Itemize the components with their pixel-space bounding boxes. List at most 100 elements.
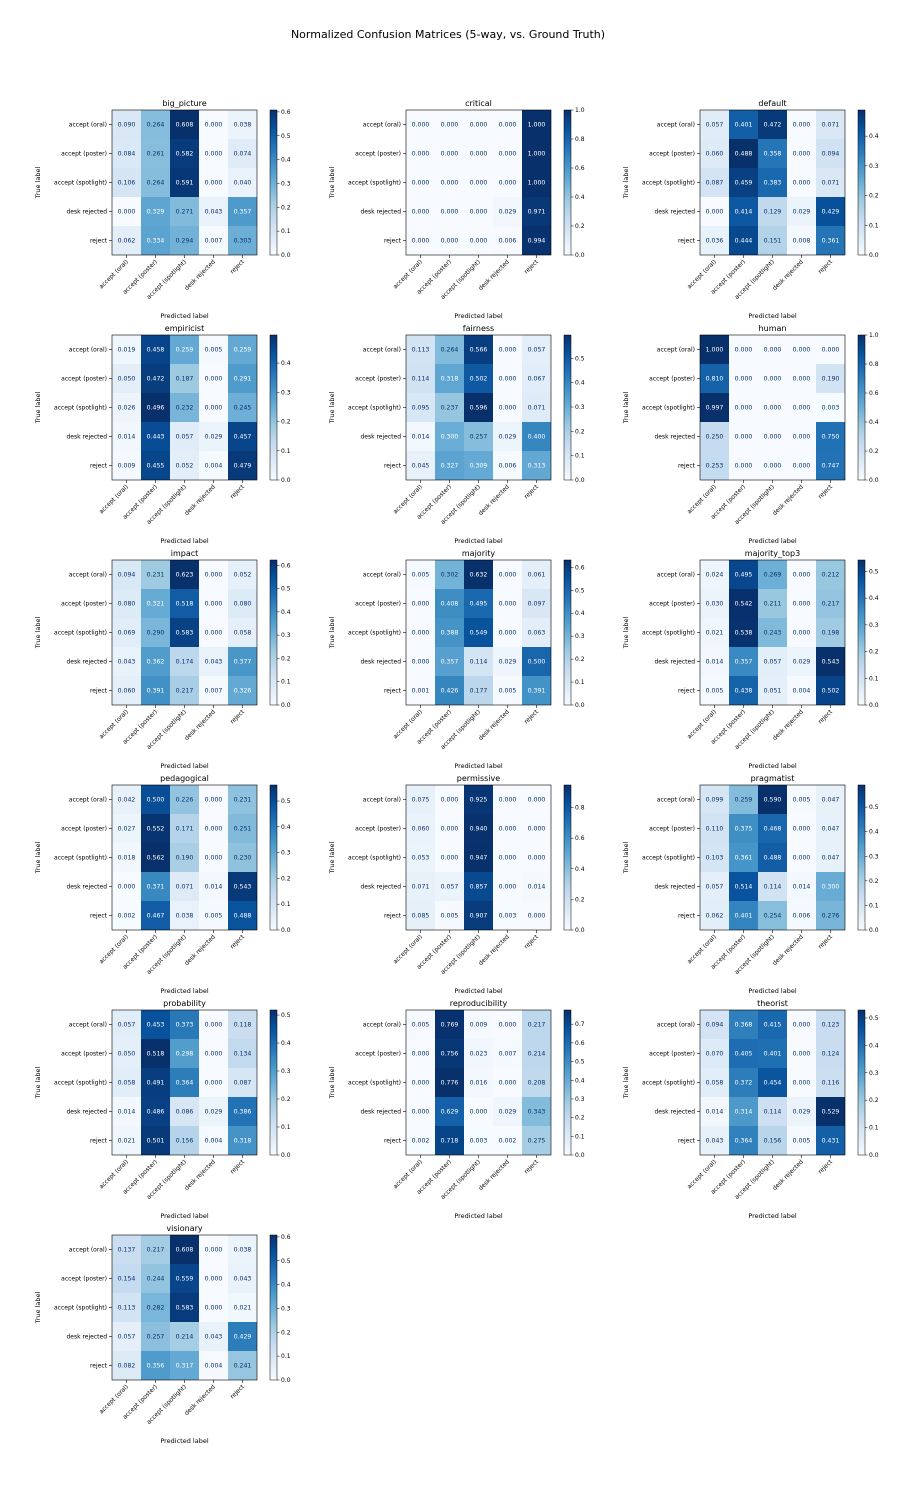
heatmap-cell (112, 1126, 141, 1155)
cell-value: 0.129 (764, 209, 782, 216)
cell-value: 0.003 (822, 405, 840, 412)
cell-value: 0.290 (147, 630, 165, 637)
cell-value: 0.029 (499, 434, 517, 441)
colorbar (563, 784, 572, 931)
x-axis-label: Predicted label (454, 1212, 502, 1220)
cell-value: 0.313 (528, 463, 546, 470)
heatmap-cell (112, 589, 141, 618)
cell-value: 0.386 (234, 1109, 252, 1116)
x-tick-label: accept (oral) (686, 483, 718, 515)
cell-value: 0.217 (822, 601, 840, 608)
cell-value: 0.303 (234, 238, 252, 245)
x-tick-label: reject (229, 1383, 246, 1400)
x-tick-label: accept (oral) (98, 1383, 130, 1415)
heatmap-cell (406, 589, 435, 618)
cell-value: 0.756 (441, 1051, 459, 1058)
colorbar-tick-label: 0.1 (281, 228, 291, 235)
colorbar-tick-label: 0.4 (869, 595, 879, 602)
cell-value: 0.364 (176, 1080, 194, 1087)
cell-value: 0.114 (764, 1109, 782, 1116)
colorbar (857, 784, 866, 931)
cell-value: 0.552 (147, 826, 165, 833)
panel-default: default 0.057 0.401 0.472 0.000 0.071 0.060 0.4… (622, 99, 879, 320)
colorbar-tick-label: 0.4 (869, 1042, 879, 1049)
colorbar-tick-label: 0.4 (281, 157, 291, 164)
cell-value: 0.043 (205, 209, 223, 216)
heatmap-cell (435, 335, 464, 364)
colorbar-tick-label: 0.6 (575, 165, 585, 172)
cell-value: 0.050 (118, 376, 136, 383)
figure-title: Normalized Confusion Matrices (5-way, vs… (291, 28, 605, 41)
heatmap-cell (406, 364, 435, 393)
cell-value: 0.438 (735, 688, 753, 695)
cell-value: 0.014 (205, 884, 223, 891)
heatmap-cell (199, 1068, 228, 1097)
heatmap-cell (406, 451, 435, 480)
cell-value: 0.243 (764, 630, 782, 637)
heatmap-cell (758, 197, 787, 226)
cell-value: 0.259 (176, 347, 194, 354)
colorbar-tick-label: 0.4 (575, 1077, 585, 1084)
panel-pragmatist: pragmatist 0.099 0.259 0.590 0.005 0.047 0.110… (622, 774, 879, 995)
y-axis-label: True label (34, 1067, 42, 1100)
colorbar-tick-label: 0.2 (869, 878, 879, 885)
colorbar-tick-label: 0.6 (281, 562, 291, 569)
heatmap-cell (758, 110, 787, 139)
y-axis-label: True label (34, 167, 42, 200)
y-tick-label: desk rejected (654, 434, 695, 441)
cell-value: 0.282 (147, 1305, 165, 1312)
heatmap-cell (228, 589, 257, 618)
colorbar-tick-label: 0.3 (281, 180, 291, 187)
heatmap-cell (199, 1010, 228, 1039)
cell-value: 0.036 (706, 238, 724, 245)
colorbar-tick-label: 0.0 (869, 927, 879, 934)
heatmap-cell (170, 335, 199, 364)
heatmap-cell (700, 1097, 729, 1126)
panel-title: default (758, 99, 786, 108)
heatmap-cell (170, 647, 199, 676)
heatmap-cell (729, 785, 758, 814)
cell-value: 0.401 (735, 913, 753, 920)
heatmap-cell (700, 197, 729, 226)
cell-value: 0.000 (735, 347, 753, 354)
cell-value: 0.058 (118, 1080, 136, 1087)
cell-value: 0.401 (764, 1051, 782, 1058)
heatmap-cell (729, 168, 758, 197)
colorbar-tick-label: 0.1 (869, 902, 879, 909)
cell-value: 0.000 (205, 122, 223, 129)
cell-value: 0.414 (735, 209, 753, 216)
panel-majority: majority 0.005 0.302 0.632 0.000 0.061 0.000 0.… (328, 549, 585, 770)
y-tick-label: accept (oral) (363, 1022, 401, 1029)
heatmap-cell (141, 168, 170, 197)
cell-value: 0.177 (470, 688, 488, 695)
cell-value: 0.458 (147, 347, 165, 354)
cell-value: 0.559 (176, 1276, 194, 1283)
heatmap-cell (141, 1126, 170, 1155)
x-tick-label: desk rejected (183, 483, 217, 517)
colorbar-tick-label: 0.6 (869, 390, 879, 397)
heatmap-cell (700, 589, 729, 618)
x-tick-label: accept (oral) (98, 1158, 130, 1190)
heatmap-cell (435, 422, 464, 451)
heatmap-cell (700, 843, 729, 872)
cell-value: 0.103 (706, 855, 724, 862)
x-tick-label: accept (oral) (98, 483, 130, 515)
heatmap-cell (112, 676, 141, 705)
cell-value: 0.071 (528, 405, 546, 412)
heatmap-cell (406, 647, 435, 676)
cell-value: 0.005 (706, 688, 724, 695)
heatmap-cell (816, 1068, 845, 1097)
heatmap-cell (170, 901, 199, 930)
colorbar (857, 559, 866, 706)
cell-value: 0.472 (764, 122, 782, 129)
colorbar (563, 1009, 572, 1156)
cell-value: 0.776 (441, 1080, 459, 1087)
cell-value: 0.043 (205, 1334, 223, 1341)
heatmap-cell (228, 1039, 257, 1068)
heatmap-cell (141, 618, 170, 647)
cell-value: 0.362 (147, 659, 165, 666)
colorbar-tick-label: 0.3 (281, 1068, 291, 1075)
panel-theorist: theorist 0.094 0.368 0.415 0.000 0.123 0.070 0.… (622, 999, 879, 1220)
y-tick-label: accept (spotlight) (54, 405, 107, 412)
cell-value: 0.231 (147, 572, 165, 579)
